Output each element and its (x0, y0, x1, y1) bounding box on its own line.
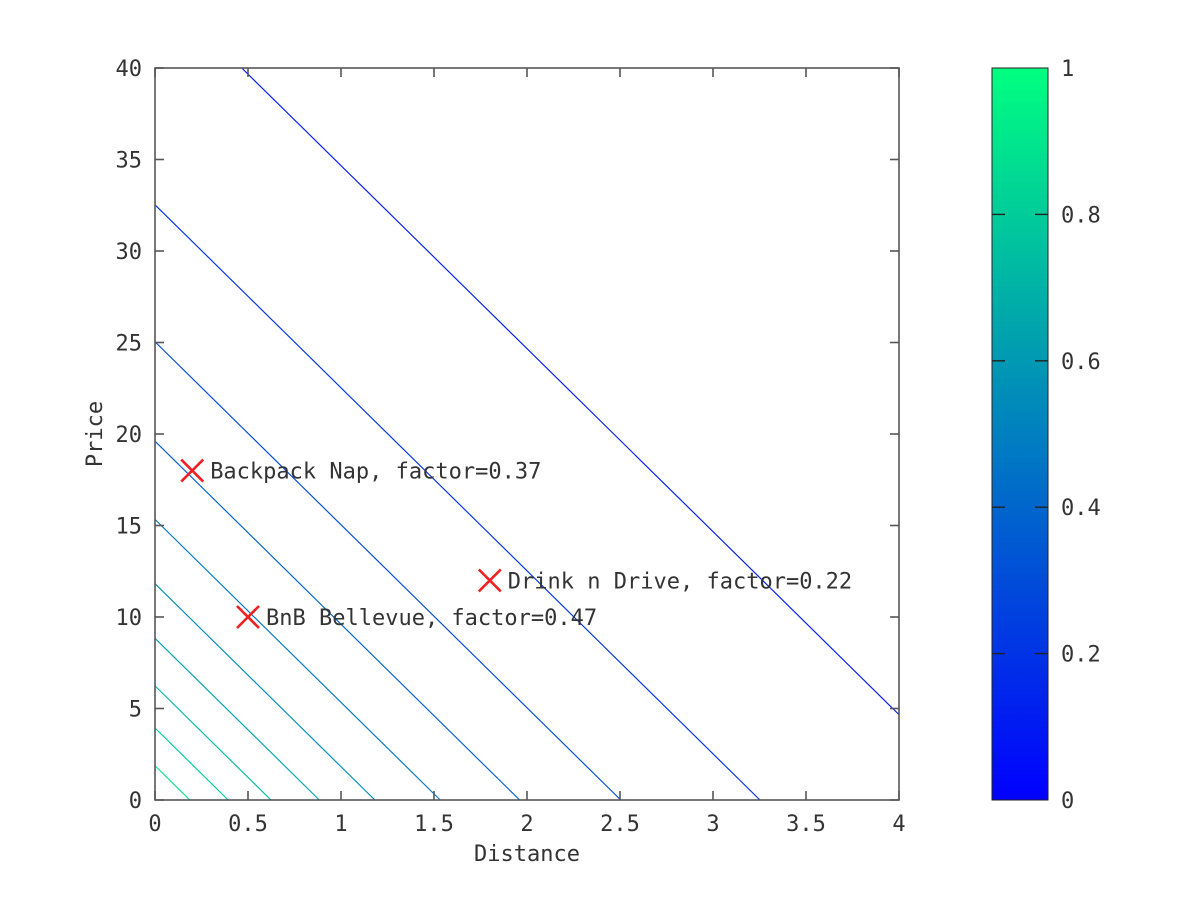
y-tick-label: 20 (116, 423, 143, 448)
contour-line (154, 685, 272, 801)
y-tick-label: 5 (129, 698, 142, 723)
x-tick-label: 3.5 (786, 812, 826, 837)
colorbar-tick-label: 0.6 (1061, 350, 1101, 375)
contour-line (154, 440, 521, 801)
tick-marks (154, 67, 900, 801)
colorbar-tick-label: 0.2 (1061, 643, 1101, 668)
poi-marker: Backpack Nap, factor=0.37 (180, 458, 541, 485)
poi-label: Drink n Drive, factor=0.22 (508, 569, 852, 594)
x-axis-label: Distance (474, 842, 580, 867)
poi-marker: BnB Bellevue, factor=0.47 (236, 605, 597, 631)
x-tick-label: 0.5 (228, 812, 268, 837)
colorbar-tick-label: 0.4 (1061, 496, 1101, 521)
colorbar-tick-labels: 1 0.8 0.6 0.4 0.2 0 (1061, 57, 1101, 814)
x-tick-label: 0 (148, 812, 161, 837)
y-tick-label: 40 (116, 57, 143, 82)
data-markers: Backpack Nap, factor=0.37 BnB Bellevue, f… (180, 458, 852, 631)
colorbar: 1 0.8 0.6 0.4 0.2 0 (991, 57, 1101, 814)
y-axis-label: Price (83, 401, 108, 467)
y-tick-label: 15 (116, 515, 143, 540)
y-tick-label: 0 (129, 789, 142, 814)
y-tick-label: 25 (116, 332, 143, 357)
x-tick-label: 4 (892, 812, 905, 837)
x-tick-label: 2.5 (600, 812, 640, 837)
contour-line (154, 637, 320, 801)
y-tick-label: 35 (116, 149, 143, 174)
contour-line (154, 583, 376, 801)
contour-line (154, 204, 761, 801)
x-marker-icon (477, 568, 502, 593)
axis-frame (154, 67, 900, 801)
contour-lines (154, 67, 900, 801)
plot-border (154, 67, 900, 801)
x-marker-icon (180, 458, 205, 483)
x-tick-label: 3 (706, 812, 719, 837)
colorbar-ticks (992, 213, 1048, 655)
poi-label: Backpack Nap, factor=0.37 (210, 460, 541, 485)
y-tick-label: 10 (116, 606, 143, 631)
y-tick-label: 30 (116, 240, 143, 265)
colorbar-tick-label: 1 (1061, 57, 1074, 82)
colorbar-tick-label: 0.8 (1061, 203, 1101, 228)
x-tick-label: 1 (334, 812, 347, 837)
contour-line (241, 67, 900, 716)
colorbar-tick-label: 0 (1061, 789, 1074, 814)
poi-label: BnB Bellevue, factor=0.47 (266, 606, 597, 631)
contour-line (154, 341, 622, 801)
x-marker-icon (236, 605, 260, 629)
poi-marker: Drink n Drive, factor=0.22 (477, 568, 852, 594)
colorbar-gradient (991, 67, 1049, 801)
x-tick-label: 2 (520, 812, 533, 837)
contour-line (154, 765, 191, 801)
contour-line (154, 727, 229, 801)
x-tick-label: 1.5 (414, 812, 454, 837)
contour-line (154, 518, 441, 801)
